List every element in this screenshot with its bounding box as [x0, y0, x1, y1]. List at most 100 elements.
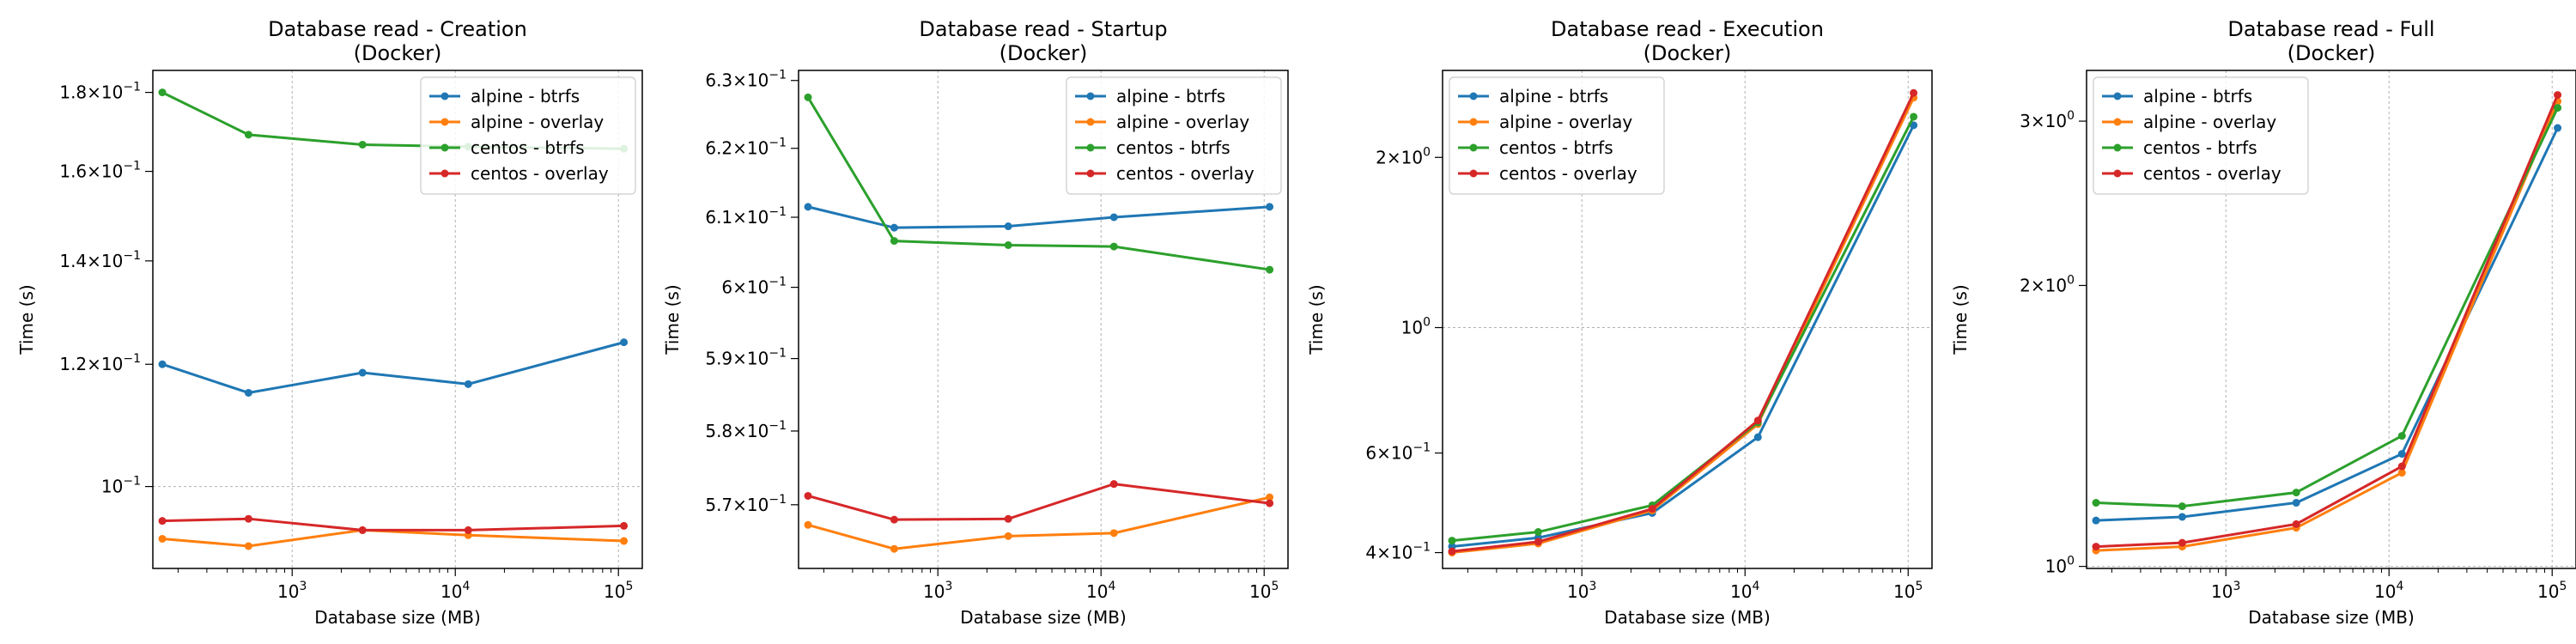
data-point [158, 517, 167, 526]
y-tick-label: 5.7×10−1 [705, 493, 787, 515]
legend-label: alpine - btrfs [1116, 86, 1225, 106]
data-point [804, 203, 812, 211]
x-axis-label: Database size (MB) [960, 607, 1127, 628]
legend-marker [2113, 92, 2122, 100]
legend-box [1449, 76, 1665, 195]
chart-panel-4: 103 104 105 100 2×100 3×100 Database read - Fu… [1950, 17, 2576, 628]
data-point [2292, 519, 2300, 528]
data-point [2092, 499, 2100, 507]
legend-label: alpine - overlay [2143, 112, 2276, 132]
data-point [158, 360, 167, 368]
x-tick-label: 104 [1086, 580, 1115, 602]
y-tick-label: 100 [1401, 316, 1431, 338]
x-tick-label: 103 [277, 580, 307, 602]
x-tick-label: 105 [2537, 580, 2567, 602]
chart-panel-2: 103 104 105 5.7×10−1 5.8×10−1 5.9×10−1 6×10−1 6… [662, 17, 1289, 628]
y-tick-label: 6×10−1 [721, 276, 787, 298]
data-point [2178, 513, 2186, 521]
x-axis-label: Database size (MB) [2248, 607, 2415, 628]
x-tick-label: 103 [2211, 580, 2240, 602]
legend-box [1066, 76, 1282, 195]
data-point [804, 520, 812, 529]
data-point [1004, 532, 1012, 540]
series-line-4 [161, 517, 624, 532]
legend-marker [2113, 118, 2122, 126]
x-tick-label: 104 [1730, 580, 1759, 602]
data-point [2178, 502, 2186, 511]
chart-title: Database read - Full [2227, 17, 2434, 41]
y-tick-label: 6.1×10−1 [705, 205, 787, 228]
data-point [244, 542, 252, 550]
y-axis-label: Time (s) [1306, 284, 1327, 355]
legend-marker [1469, 92, 1478, 100]
data-point [1266, 265, 1274, 274]
data-point [2092, 516, 2100, 525]
data-point [1109, 480, 1118, 489]
y-axis-label: Time (s) [662, 284, 683, 355]
legend-box [420, 76, 636, 195]
chart-title: Database read - Startup [919, 17, 1167, 41]
chart-panel-3: 103 104 105 4×10−1 6×10−1 100 2×100 Database re… [1306, 17, 1933, 628]
data-point [2092, 543, 2100, 551]
data-point [1109, 529, 1118, 538]
plot-frame [1442, 70, 1933, 569]
plot-frame [2086, 70, 2576, 569]
y-tick-label: 1.2×10−1 [59, 352, 141, 374]
legend: alpine - btrfs alpine - overlay centos - b… [2093, 76, 2309, 195]
data-point [464, 526, 472, 534]
data-point [158, 534, 167, 543]
y-tick-label: 6.3×10−1 [705, 69, 787, 91]
legend-marker [440, 169, 449, 178]
data-point [1534, 528, 1542, 537]
y-tick-label: 1.4×10−1 [59, 249, 141, 271]
y-axis-label: Time (s) [16, 284, 37, 355]
x-tick-label: 103 [1567, 580, 1596, 602]
data-point [890, 515, 898, 524]
chart-subtitle: (Docker) [354, 41, 442, 65]
legend-label: alpine - btrfs [1499, 86, 1608, 106]
chart-subtitle: (Docker) [999, 41, 1088, 65]
legend-label: centos - btrfs [1116, 137, 1230, 158]
legend-label: centos - overlay [471, 163, 609, 184]
data-point [1534, 538, 1542, 546]
data-point [1004, 514, 1012, 523]
chart-subtitle: (Docker) [2287, 41, 2376, 65]
y-tick-label: 4×10−1 [1365, 541, 1431, 563]
legend-marker [440, 118, 449, 126]
y-tick-label: 6.2×10−1 [705, 137, 787, 159]
series-line-2 [807, 495, 1270, 550]
series-line-1 [161, 341, 624, 395]
y-tick-label: 3×100 [2020, 109, 2075, 131]
data-point [620, 537, 629, 545]
series-line-2 [161, 528, 624, 548]
legend-box [2093, 76, 2309, 195]
data-point [1448, 547, 1456, 556]
legend-label: alpine - overlay [1499, 112, 1632, 132]
legend: alpine - btrfs alpine - overlay centos - b… [1066, 76, 1282, 195]
plot-frame [798, 70, 1289, 569]
data-point [890, 544, 898, 553]
x-tick-label: 103 [923, 580, 952, 602]
data-point [1266, 493, 1274, 501]
chart-title: Database read - Creation [268, 17, 527, 41]
y-tick-label: 100 [2045, 555, 2075, 577]
legend: alpine - btrfs alpine - overlay centos - b… [420, 76, 636, 195]
data-point [1109, 213, 1118, 222]
legend-label: alpine - overlay [1116, 112, 1249, 132]
legend-label: alpine - overlay [471, 112, 604, 132]
legend-marker [2113, 143, 2122, 152]
legend-marker [1086, 118, 1095, 126]
series-line-1 [807, 205, 1270, 229]
data-point [890, 237, 898, 246]
legend-label: centos - btrfs [1499, 137, 1613, 158]
data-point [2178, 538, 2186, 547]
y-tick-label: 1.8×10−1 [59, 81, 141, 103]
data-point [464, 380, 472, 388]
x-tick-label: 104 [440, 580, 470, 602]
data-point [2397, 432, 2406, 440]
data-point [1109, 242, 1118, 251]
x-tick-label: 105 [1249, 580, 1279, 602]
legend-marker [440, 143, 449, 152]
data-point [2554, 91, 2562, 100]
